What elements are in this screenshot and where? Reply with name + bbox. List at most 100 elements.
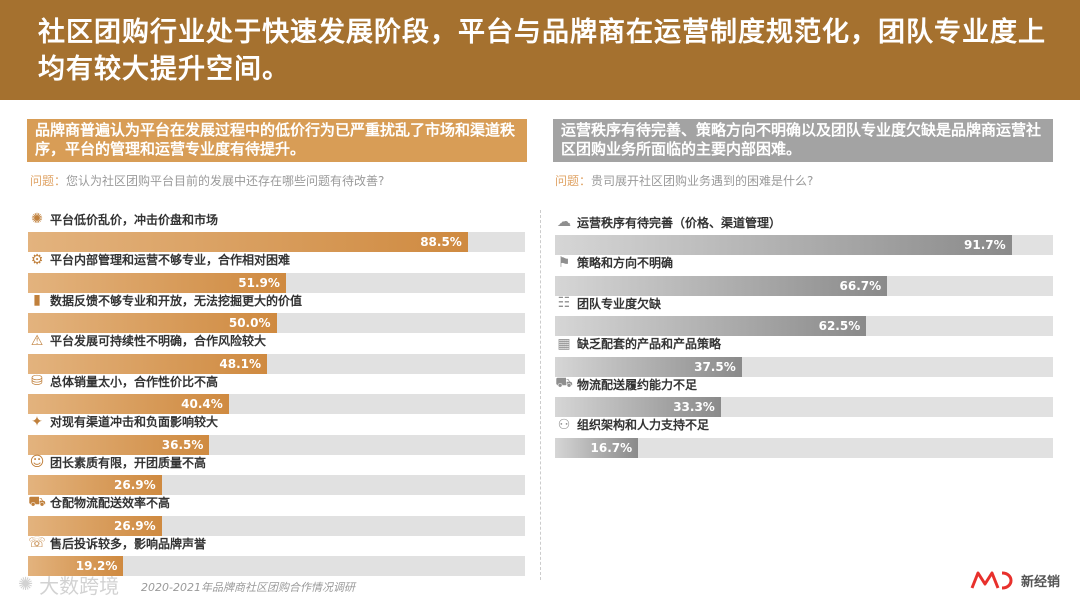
logistics-icon: ⛟ xyxy=(28,493,46,510)
right-bar-label: ☁ 运营秩序有待完善（价格、渠道管理） xyxy=(555,211,781,233)
left-bar-item: ✦ 对现有渠道冲击和负面影响较大 36.5% xyxy=(28,411,525,455)
price-chaos-icon: ✺ xyxy=(31,211,43,227)
right-bar-label-text: 物流配送履约能力不足 xyxy=(577,377,698,392)
right-bar-label-text: 运营秩序有待完善（价格、渠道管理） xyxy=(577,215,782,230)
right-bar-value-label: 66.7% xyxy=(839,278,882,293)
right-bar-track: 91.7% xyxy=(555,235,1053,255)
right-bar-track: 62.5% xyxy=(555,316,1053,336)
right-question: 问题：贵司展开社区团购业务遇到的困难是什么? xyxy=(555,172,813,189)
left-bar-fill: 88.5% xyxy=(28,232,468,252)
left-question-text: 您认为社区团购平台目前的发展中还存在哪些问题有待改善? xyxy=(66,174,385,188)
left-bar-label-text: 团长素质有限，开团质量不高 xyxy=(50,455,207,470)
left-bar-fill: 26.9% xyxy=(28,475,162,495)
left-bar-label: ⚠ 平台发展可持续性不明确，合作风险较大 xyxy=(28,330,266,352)
phone-icon: ☏ xyxy=(28,535,46,551)
right-bar-value-label: 16.7% xyxy=(590,440,633,455)
left-bar-label: ⛁ 总体销量太小，合作性价比不高 xyxy=(28,370,218,392)
left-bar-label-text: 数据反馈不够专业和开放，无法挖掘更大的价值 xyxy=(50,293,303,308)
left-bar-value-label: 51.9% xyxy=(238,275,280,290)
left-bar-fill: 40.4% xyxy=(28,394,229,414)
strategy-icon: ⚑ xyxy=(557,254,571,271)
panel-divider xyxy=(540,210,541,580)
left-bar-label-text: 售后投诉较多，影响品牌声誉 xyxy=(50,536,207,551)
left-bar-track: 36.5% xyxy=(28,434,525,455)
right-caption: 运营秩序有待完善、策略方向不明确以及团队专业度欠缺是品牌商运营社区团购业务所面临… xyxy=(553,119,1053,162)
left-caption: 品牌商普遍认为平台在发展过程中的低价行为已严重扰乱了市场和渠道秩序，平台的管理和… xyxy=(27,119,527,162)
left-bar-track: 40.4% xyxy=(28,394,525,414)
watermark-icon: ✺ xyxy=(18,574,34,595)
risk-icon: ⚠ xyxy=(30,332,44,349)
left-bar-fill: 51.9% xyxy=(28,272,286,293)
right-bar-fill: 37.5% xyxy=(555,356,742,377)
left-bar-label-text: 总体销量太小，合作性价比不高 xyxy=(50,374,219,389)
right-bar-track: 16.7% xyxy=(555,437,1053,458)
left-bar-item: ⚠ 平台发展可持续性不明确，合作风险较大 48.1% xyxy=(28,330,525,374)
left-bar-value-label: 19.2% xyxy=(75,559,118,573)
right-bar-label-text: 策略和方向不明确 xyxy=(577,256,674,270)
left-bar-label: ⚙ 平台内部管理和运营不够专业，合作相对困难 xyxy=(28,249,290,271)
left-bar-label: ☺ 团长素质有限，开团质量不高 xyxy=(28,451,206,473)
brand-logo: 新经销 xyxy=(969,568,1060,592)
left-bar-fill: 36.5% xyxy=(28,434,210,455)
left-bar-fill: 50.0% xyxy=(28,313,277,333)
right-bar-label-text: 组织架构和人力支持不足 xyxy=(577,418,710,432)
leader-icon: ☺ xyxy=(29,454,45,470)
left-bar-value-label: 26.9% xyxy=(114,518,156,533)
brand-name: 新经销 xyxy=(1020,574,1060,590)
right-bar-label: ⚇ 组织架构和人力支持不足 xyxy=(555,414,709,436)
left-bar-track: 26.9% xyxy=(28,475,525,495)
right-bar-value-label: 37.5% xyxy=(694,359,736,374)
management-icon: ⚙ xyxy=(30,251,44,268)
right-bar-item: ▦ 缺乏配套的产品和产品策略 37.5% xyxy=(555,333,1053,377)
left-bar-label-text: 仓配物流配送效率不高 xyxy=(50,496,171,510)
left-bar-item: ⛟ 仓配物流配送效率不高 26.9% xyxy=(28,492,525,536)
page-headline: 社区团购行业处于快速发展阶段，平台与品牌商在运营制度规范化，团队专业度上均有较大… xyxy=(38,17,1046,85)
left-bar-label: ⛟ 仓配物流配送效率不高 xyxy=(28,492,170,514)
left-bar-label: ☏ 售后投诉较多，影响品牌声誉 xyxy=(28,532,206,554)
watermark-text: 大数跨境 xyxy=(39,574,120,598)
left-bar-track: 50.0% xyxy=(28,313,525,333)
right-bar-label: ▦ 缺乏配套的产品和产品策略 xyxy=(555,333,721,355)
left-bar-fill: 19.2% xyxy=(28,556,124,576)
channel-impact-icon: ✦ xyxy=(31,413,43,430)
left-bar-label: ✺ 平台低价乱价，冲击价盘和市场 xyxy=(28,208,218,230)
right-bar-label: ⛟ 物流配送履约能力不足 xyxy=(555,373,697,395)
right-bar-track: 37.5% xyxy=(555,356,1053,377)
header-banner: 社区团购行业处于快速发展阶段，平台与品牌商在运营制度规范化，团队专业度上均有较大… xyxy=(0,0,1080,100)
left-bar-track: 51.9% xyxy=(28,272,525,293)
left-bar-label-text: 平台内部管理和运营不够专业，合作相对困难 xyxy=(50,253,291,267)
right-bar-fill: 33.3% xyxy=(555,397,721,417)
left-bar-value-label: 40.4% xyxy=(181,397,223,411)
left-bar-label: ✦ 对现有渠道冲击和负面影响较大 xyxy=(28,411,218,433)
watermark: ✺ 大数跨境 xyxy=(18,570,119,599)
right-bar-fill: 62.5% xyxy=(555,316,867,336)
right-bar-item: ☁ 运营秩序有待完善（价格、渠道管理） 91.7% xyxy=(555,211,1053,255)
right-bar-track: 66.7% xyxy=(555,275,1053,296)
right-bar-fill: 16.7% xyxy=(555,437,639,458)
left-bar-track: 19.2% xyxy=(28,556,525,576)
org-structure-icon: ⚇ xyxy=(557,416,571,433)
right-bar-fill: 66.7% xyxy=(555,275,888,296)
left-bar-label-text: 平台发展可持续性不明确，合作风险较大 xyxy=(50,334,267,348)
operation-order-icon: ☁ xyxy=(557,214,571,230)
product-icon: ▦ xyxy=(557,335,571,352)
left-bar-item: ☺ 团长素质有限，开团质量不高 26.9% xyxy=(28,451,525,495)
right-bar-fill: 91.7% xyxy=(555,235,1012,255)
left-bar-value-label: 26.9% xyxy=(114,478,156,492)
right-bar-item: ⚑ 策略和方向不明确 66.7% xyxy=(555,252,1053,296)
source-note: 2020-2021年品牌商社区团购合作情况调研 xyxy=(141,581,355,594)
right-bar-label-text: 团队专业度欠缺 xyxy=(577,296,662,311)
left-bar-item: ⛁ 总体销量太小，合作性价比不高 40.4% xyxy=(28,370,525,414)
left-bar-label-text: 对现有渠道冲击和负面影响较大 xyxy=(50,415,219,429)
left-bar-fill: 48.1% xyxy=(28,353,268,374)
left-bar-track: 48.1% xyxy=(28,353,525,374)
right-bar-label-text: 缺乏配套的产品和产品策略 xyxy=(577,337,722,351)
left-bar-item: ☏ 售后投诉较多，影响品牌声誉 19.2% xyxy=(28,532,525,576)
right-bar-value-label: 33.3% xyxy=(673,400,715,414)
left-bar-label-text: 平台低价乱价，冲击价盘和市场 xyxy=(50,212,219,227)
right-bar-value-label: 62.5% xyxy=(818,319,861,333)
left-bar-label: ▮ 数据反馈不够专业和开放，无法挖掘更大的价值 xyxy=(28,289,302,311)
left-bar-value-label: 36.5% xyxy=(161,437,204,452)
right-question-text: 贵司展开社区团购业务遇到的困难是什么? xyxy=(591,174,814,188)
brand-mark-icon xyxy=(970,571,1013,590)
